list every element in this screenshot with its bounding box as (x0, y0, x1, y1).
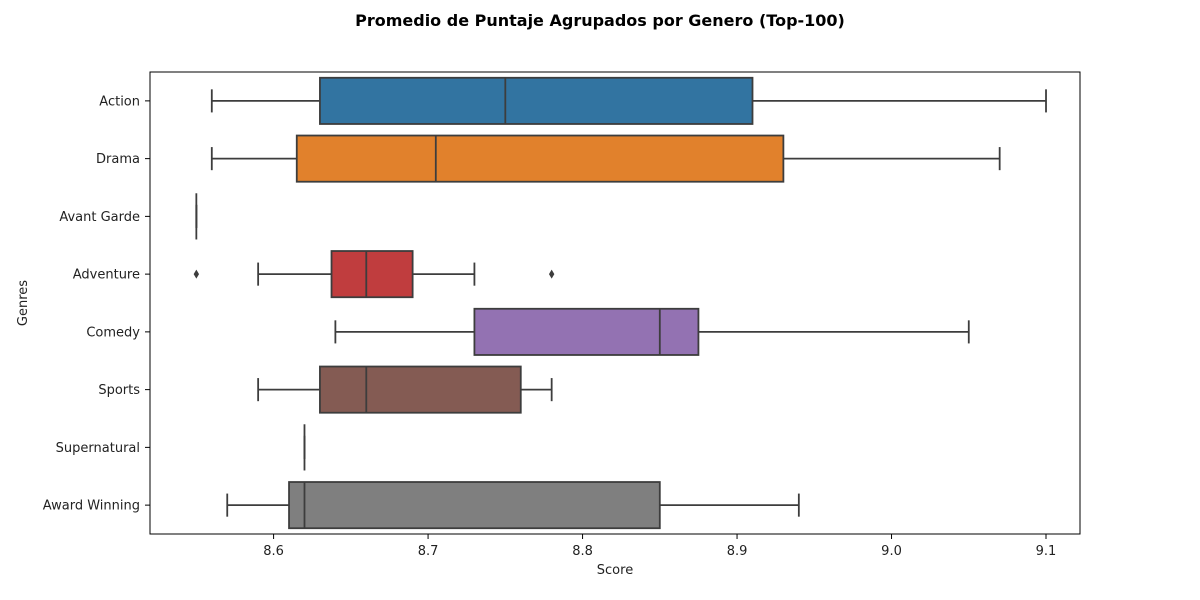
x-tick-label: 8.6 (263, 544, 284, 559)
box-sports (257, 365, 553, 414)
iqr-box (473, 307, 700, 356)
outlier-point (193, 269, 200, 279)
x-tick-label: 8.7 (418, 544, 439, 559)
box-comedy (334, 307, 970, 356)
plot-area-frame (149, 71, 1081, 535)
iqr-box (295, 134, 785, 183)
x-tick-label: 9.1 (1036, 544, 1057, 559)
box-action (210, 76, 1047, 125)
y-tick-label: Drama (96, 152, 140, 167)
x-axis-label: Score (597, 563, 633, 578)
iqr-box (330, 250, 414, 299)
iqr-box (288, 481, 661, 530)
box-adventure (193, 250, 555, 299)
y-tick-label: Action (99, 94, 140, 109)
y-tick-label: Award Winning (43, 499, 140, 514)
x-tick-label: 8.8 (572, 544, 593, 559)
outlier-point (548, 269, 555, 279)
boxes-layer (193, 76, 1047, 530)
y-tick-label: Supernatural (56, 441, 140, 456)
y-tick-label: Sports (98, 383, 140, 398)
y-tick-label: Adventure (73, 268, 140, 283)
box-award-winning (226, 481, 800, 530)
x-axis: 8.6 8.7 8.8 8.9 9.0 9.1 (263, 534, 1056, 559)
box-drama (210, 134, 1001, 183)
iqr-box (319, 365, 522, 414)
y-tick-label: Comedy (86, 325, 140, 340)
y-axis: Action Drama Avant Garde Adventure Comedy Spo… (43, 94, 150, 514)
y-tick-label: Avant Garde (59, 210, 140, 225)
x-tick-label: 9.0 (881, 544, 902, 559)
y-axis-label: Genres (16, 280, 31, 326)
chart-title: Promedio de Puntaje Agrupados por Genero… (355, 11, 845, 30)
iqr-box (319, 76, 754, 125)
x-tick-label: 8.9 (727, 544, 748, 559)
